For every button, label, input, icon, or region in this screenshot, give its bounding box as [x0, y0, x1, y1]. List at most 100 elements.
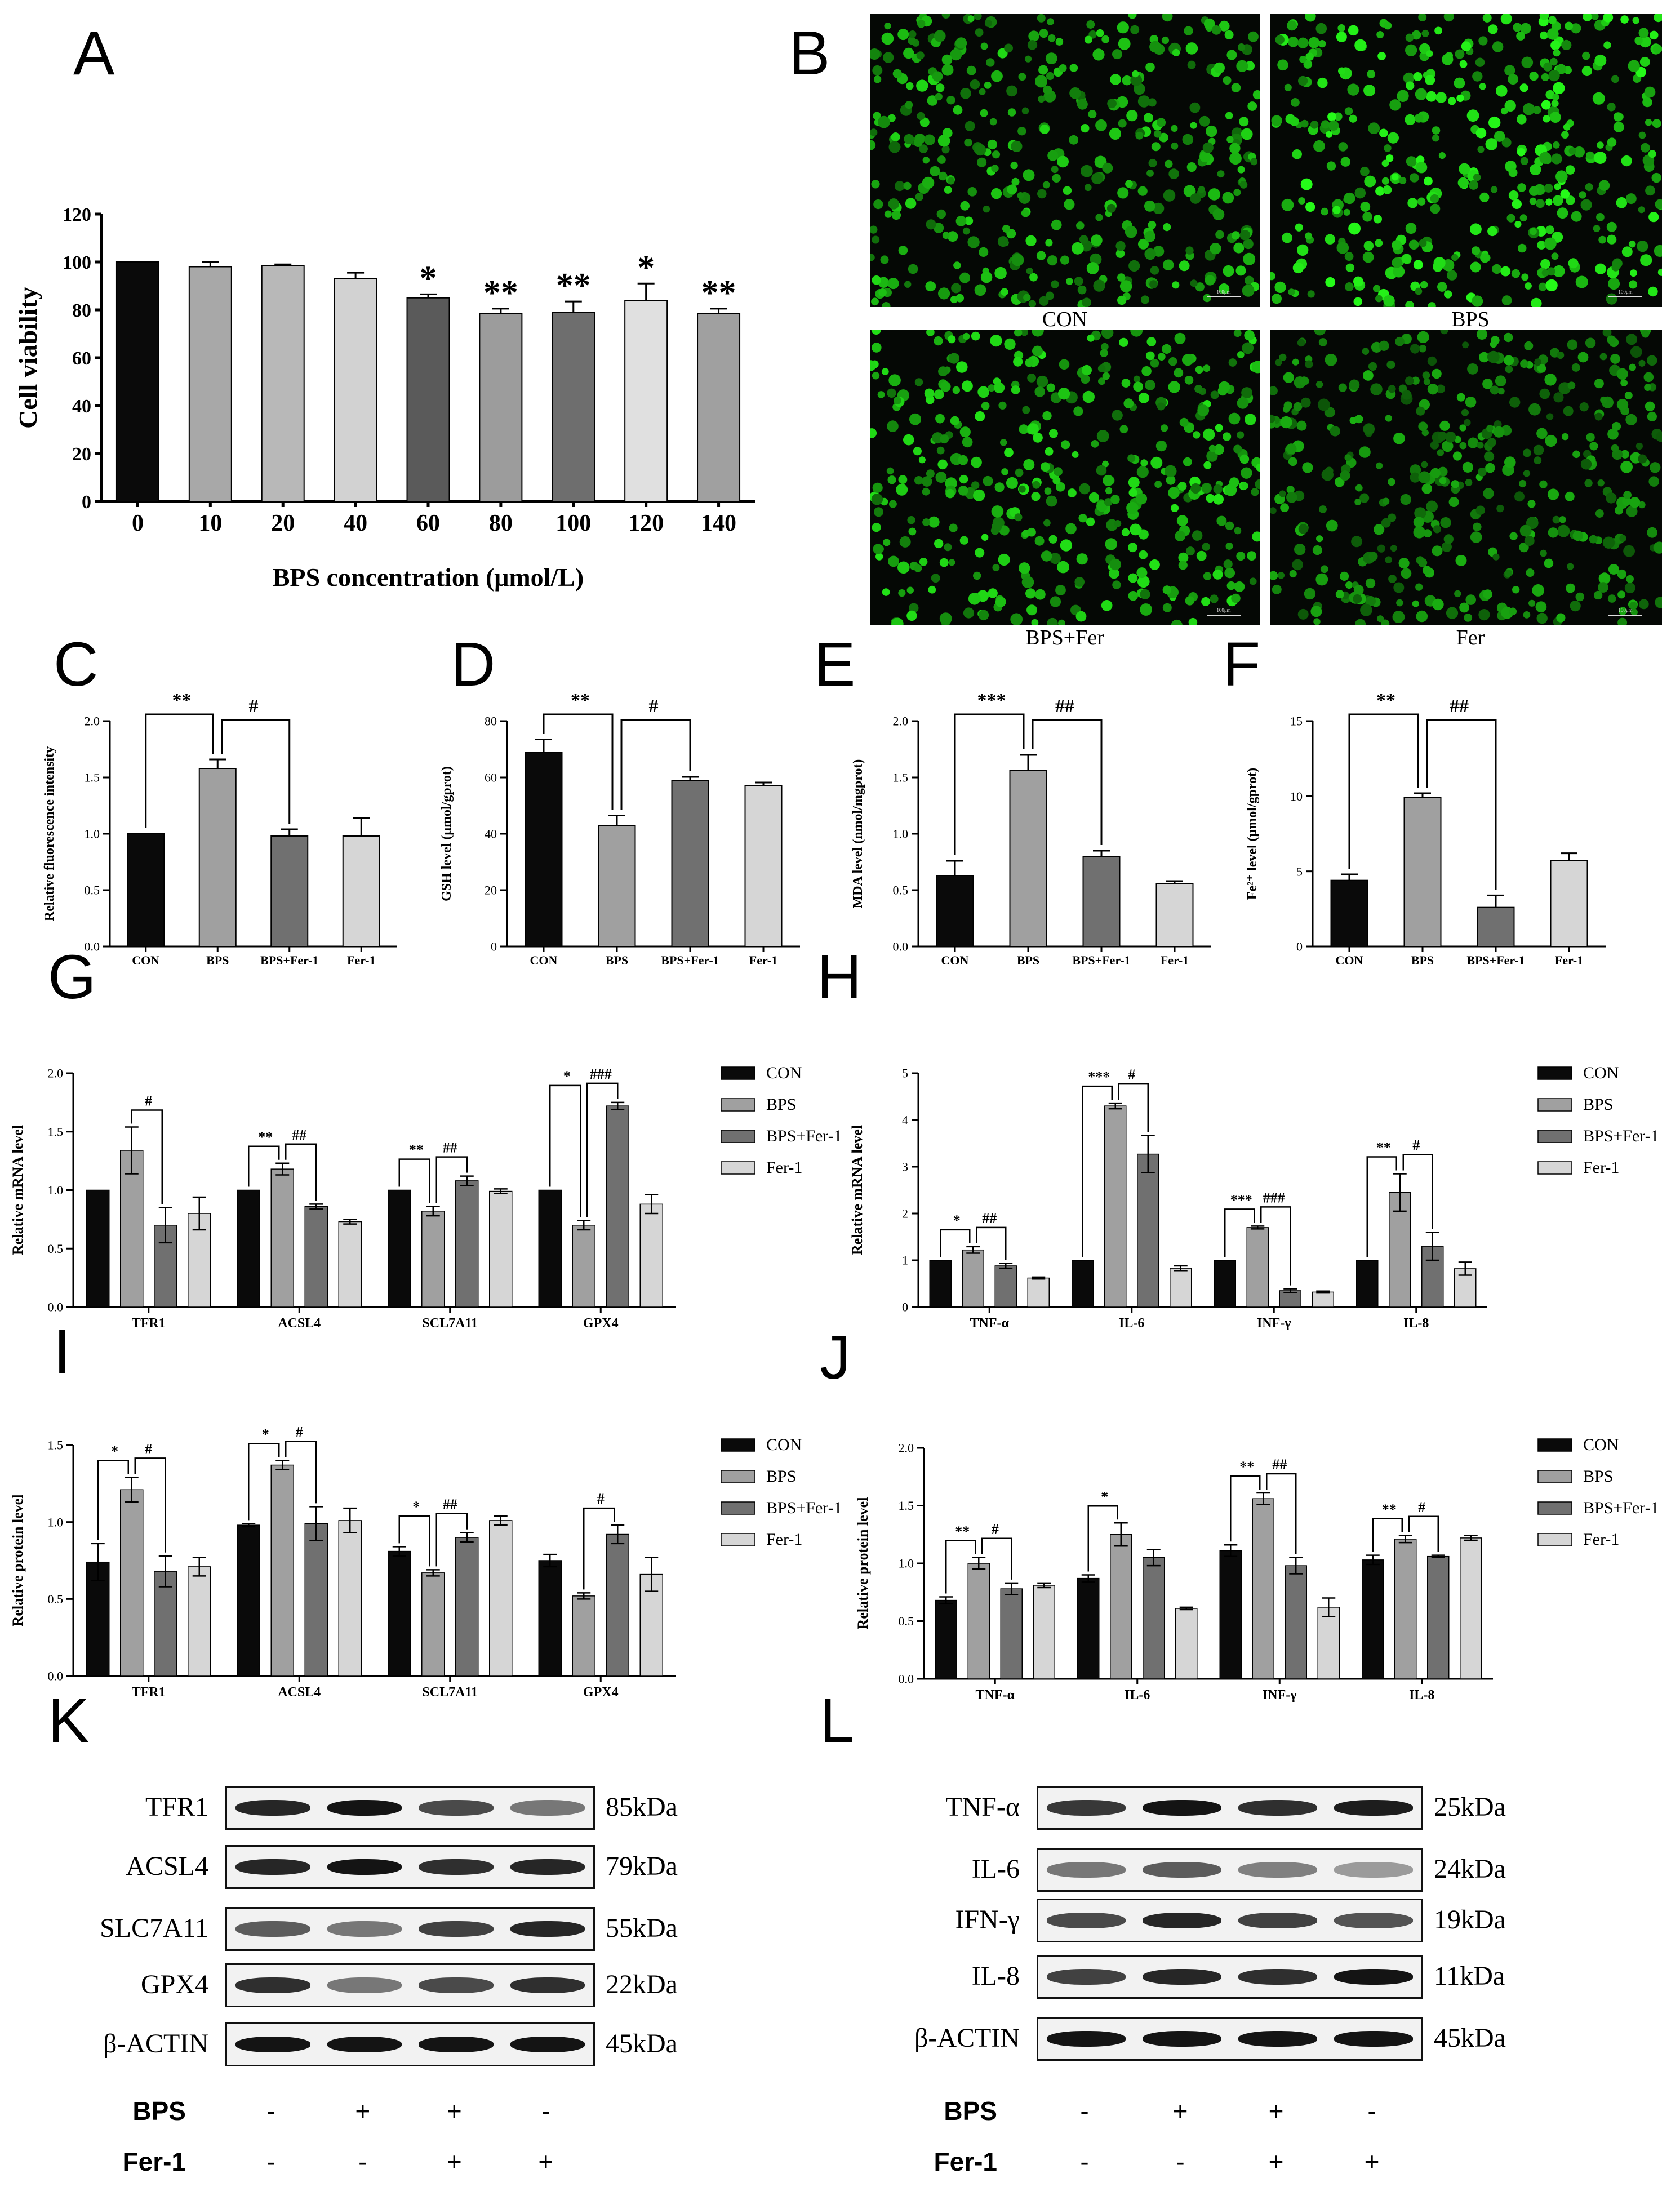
cell-nucleus [935, 414, 945, 424]
cell-nucleus [1279, 490, 1286, 497]
cell-nucleus [1552, 141, 1560, 149]
cell-nucleus [1376, 462, 1383, 469]
cell-nucleus [1225, 521, 1234, 530]
cell-nucleus [1567, 563, 1574, 570]
y-tick-label: 1.5 [85, 771, 100, 785]
cell-nucleus [1226, 136, 1234, 143]
cell-nucleus [1364, 175, 1376, 188]
cell-nucleus [1228, 358, 1237, 367]
cell-nucleus [1107, 99, 1117, 109]
blot-band [235, 2037, 310, 2052]
cell-nucleus [1344, 107, 1353, 115]
cell-nucleus [1613, 121, 1624, 132]
legend-swatch [1537, 1098, 1572, 1112]
cell-nucleus [1057, 155, 1069, 168]
cell-nucleus [1415, 287, 1423, 295]
cell-nucleus [1020, 330, 1028, 336]
cell-nucleus [1241, 128, 1253, 140]
cell-nucleus [1459, 424, 1466, 432]
cell-nucleus [1525, 282, 1532, 290]
blot-strip [1037, 1848, 1423, 1892]
cell-nucleus [1440, 330, 1448, 335]
cell-nucleus [1470, 531, 1482, 543]
significance-label: ## [292, 1127, 306, 1143]
bar [1279, 1290, 1301, 1308]
cell-nucleus [1214, 62, 1225, 74]
treatment-label: Fer-1 [934, 2147, 997, 2176]
cell-nucleus [1600, 396, 1607, 404]
cell-nucleus [1182, 134, 1194, 145]
cell-nucleus [1648, 476, 1659, 487]
bar [1170, 1268, 1192, 1308]
cell-nucleus [906, 586, 914, 594]
cell-nucleus [1340, 470, 1350, 481]
cell-nucleus [1482, 14, 1492, 23]
cell-nucleus [1161, 36, 1169, 45]
y-tick-label: 100 [63, 252, 91, 273]
cell-nucleus [1508, 74, 1519, 85]
cell-nucleus [1101, 330, 1114, 339]
cell-nucleus [1461, 41, 1472, 51]
cell-nucleus [1390, 545, 1397, 552]
blot-band [1143, 1913, 1221, 1928]
legend-label: Fer-1 [1583, 1530, 1619, 1549]
cell-nucleus [922, 176, 935, 189]
cell-nucleus [1175, 530, 1186, 541]
cell-nucleus [1157, 402, 1165, 411]
blot-protein-label: ACSL4 [126, 1851, 208, 1881]
scale-bar-label: 100μm [1618, 289, 1632, 295]
cell-nucleus [1546, 28, 1559, 40]
cell-nucleus [1229, 152, 1242, 165]
cell-nucleus [870, 360, 876, 371]
cell-nucleus [1549, 57, 1558, 66]
cell-nucleus [1303, 60, 1313, 69]
cell-nucleus [1354, 39, 1367, 51]
significance-label: ** [571, 690, 590, 711]
cell-nucleus [1144, 200, 1155, 212]
y-tick-label: 2.0 [85, 714, 100, 728]
cell-nucleus [1239, 454, 1250, 464]
cell-nucleus [1589, 442, 1598, 451]
cell-nucleus [1607, 137, 1617, 147]
cell-nucleus [1202, 142, 1214, 153]
blot-band [419, 1859, 494, 1875]
cell-nucleus [1349, 379, 1360, 390]
bar [1427, 1555, 1450, 1679]
legend-label: BPS+Fer-1 [1583, 1499, 1659, 1517]
cell-nucleus [1007, 184, 1017, 195]
cell-nucleus [977, 157, 987, 167]
cell-nucleus [1465, 594, 1476, 605]
x-tick-label: IL-8 [1409, 1688, 1434, 1703]
scale-bar-label: 100μm [1216, 289, 1230, 295]
cell-nucleus [1146, 170, 1154, 177]
cell-nucleus [1417, 331, 1429, 343]
significance-bracket [398, 1515, 430, 1567]
cell-nucleus [1626, 505, 1638, 517]
cell-nucleus [1132, 70, 1139, 78]
blot-band [510, 2037, 585, 2052]
cell-nucleus [1213, 494, 1224, 505]
blot-band [419, 1921, 494, 1937]
cell-nucleus [1236, 552, 1246, 561]
y-axis-label: MDA level (nmol/mgprot) [851, 759, 865, 909]
cell-nucleus [1519, 83, 1528, 92]
cell-nucleus [1353, 276, 1363, 287]
cell-nucleus [1326, 161, 1336, 171]
cell-nucleus [1145, 62, 1155, 72]
y-tick-label: 80 [72, 300, 91, 321]
blot-protein-label: GPX4 [140, 1970, 208, 1999]
cell-nucleus [992, 150, 1001, 159]
cell-nucleus [1184, 26, 1193, 35]
cell-nucleus [1607, 335, 1616, 344]
cell-nucleus [1565, 21, 1574, 30]
micrograph-caption-con: CON [1042, 308, 1088, 331]
bar [388, 1189, 411, 1308]
bar [1175, 1608, 1198, 1679]
cell-nucleus [1537, 364, 1546, 373]
bar [538, 1189, 562, 1308]
blot-protein-label: TNF-α [945, 1792, 1020, 1822]
y-tick-label: 1.5 [48, 1438, 64, 1452]
panel-label-g: G [48, 943, 96, 1012]
